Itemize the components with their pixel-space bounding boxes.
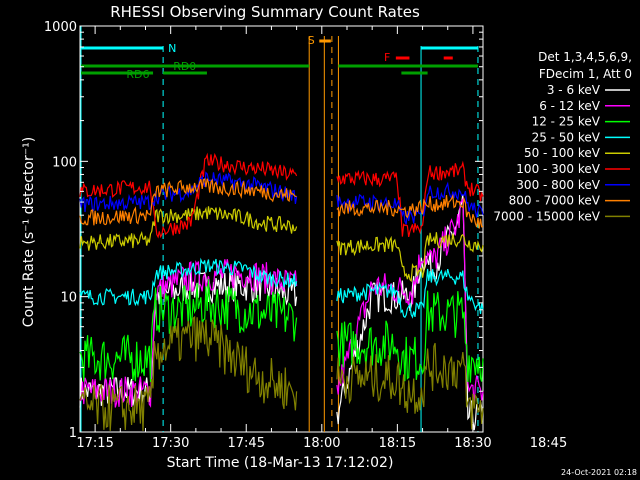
series-800-7000-kev <box>79 177 484 229</box>
series-line <box>336 232 484 283</box>
series-6-12-kev <box>79 197 484 408</box>
x-tick-label: 17:15 <box>76 436 113 451</box>
legend-label: 800 - 7000 keV <box>509 194 601 208</box>
y-tick-label: 100 <box>52 155 77 170</box>
chart-title: RHESSI Observing Summary Count Rates <box>110 3 420 21</box>
series-300-800-kev <box>79 171 484 225</box>
x-tick-label: 18:15 <box>379 436 416 451</box>
series-7000-15000-kev <box>79 315 484 431</box>
rd6-bar-label: RD6 <box>126 68 149 81</box>
saa-bar-label: S <box>308 34 315 47</box>
series-line <box>79 315 298 431</box>
night-bar-label: N <box>168 42 176 55</box>
series-line <box>79 177 297 226</box>
series-line <box>79 171 298 213</box>
legend-label: 12 - 25 keV <box>532 115 601 129</box>
footer-timestamp: 24-Oct-2021 02:18 <box>561 468 637 477</box>
rd0-bar-label: RD0 <box>173 60 196 73</box>
x-axis-label: Start Time (18-Mar-13 17:12:02) <box>167 455 394 471</box>
series-line <box>336 194 484 431</box>
series-line <box>336 160 484 238</box>
series-100-300-kev <box>79 152 484 239</box>
legend-label: 3 - 6 keV <box>547 83 601 97</box>
x-tick-label: 17:30 <box>152 436 189 451</box>
axes: 1 10 100 1000 17:15 17:30 17:45 18:00 18:15 18:30… <box>44 20 567 451</box>
y-axis-label: Count Rate (s⁻¹ detector⁻¹) <box>21 137 37 327</box>
series-line <box>336 193 484 229</box>
x-tick-label: 18:30 <box>454 436 491 451</box>
series-line <box>336 290 484 383</box>
series-line <box>79 206 298 251</box>
x-tick-label: 18:45 <box>530 436 567 451</box>
series-lines <box>79 152 484 431</box>
series-line <box>79 152 298 239</box>
series-25-50-kev <box>79 257 484 319</box>
legend-label: 300 - 800 keV <box>516 178 600 192</box>
series-line <box>336 342 484 430</box>
series-line <box>79 257 298 307</box>
series-line <box>336 268 484 319</box>
y-tick-label: 10 <box>60 291 77 306</box>
series-line <box>336 197 484 407</box>
plot-frame <box>79 25 484 433</box>
y-tick-label: 1000 <box>44 20 77 35</box>
series-3-6-kev <box>79 194 484 431</box>
series-line <box>336 181 484 225</box>
x-tick-label: 17:45 <box>228 436 265 451</box>
legend-label: 100 - 300 keV <box>516 162 600 176</box>
x-tick-label: 18:00 <box>303 436 340 451</box>
detector-info-line-2: FDecim 1, Att 0 <box>539 67 632 81</box>
series-50-100-kev <box>79 206 484 283</box>
flare-bar-label: F <box>384 51 390 64</box>
legend-label: 7000 - 15000 keV <box>493 209 600 223</box>
legend-label: 6 - 12 keV <box>539 99 601 113</box>
legend-label: 50 - 100 keV <box>524 146 601 160</box>
legend-label: 25 - 50 keV <box>532 130 601 144</box>
series-line <box>79 269 298 408</box>
detector-info-line-1: Det 1,3,4,5,6,9, <box>538 50 632 64</box>
series-line <box>79 259 298 408</box>
y-tick-label: 1 <box>69 426 77 441</box>
